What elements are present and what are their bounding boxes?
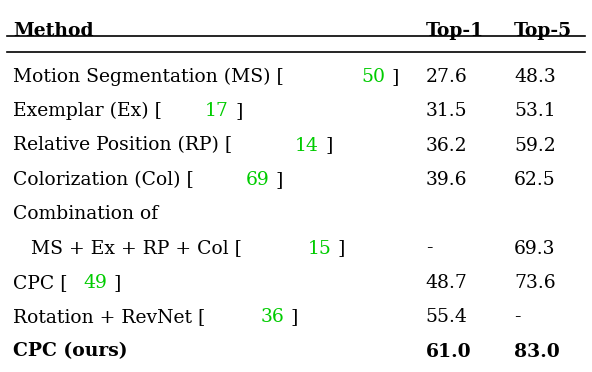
Text: 83.0: 83.0 [514,343,560,360]
Text: 48.3: 48.3 [514,68,556,86]
Text: 17: 17 [204,102,229,120]
Text: 55.4: 55.4 [426,308,468,326]
Text: 14: 14 [295,137,318,154]
Text: Top-5: Top-5 [514,22,572,40]
Text: ]: ] [235,102,243,120]
Text: Colorization (Col) [: Colorization (Col) [ [13,171,194,189]
Text: Rotation + RevNet [: Rotation + RevNet [ [13,308,205,326]
Text: ]: ] [326,137,333,154]
Text: Combination of: Combination of [13,205,158,223]
Text: Motion Segmentation (MS) [: Motion Segmentation (MS) [ [13,68,284,86]
Text: 69.3: 69.3 [514,240,555,257]
Text: 53.1: 53.1 [514,102,556,120]
Text: 15: 15 [307,240,331,257]
Text: ]: ] [392,68,399,86]
Text: Top-1: Top-1 [426,22,484,40]
Text: 49: 49 [83,274,107,292]
Text: ]: ] [276,171,284,189]
Text: 62.5: 62.5 [514,171,556,189]
Text: 69: 69 [246,171,269,189]
Text: 48.7: 48.7 [426,274,468,292]
Text: 36.2: 36.2 [426,137,467,154]
Text: 27.6: 27.6 [426,68,467,86]
Text: 59.2: 59.2 [514,137,556,154]
Text: 61.0: 61.0 [426,343,471,360]
Text: 73.6: 73.6 [514,274,556,292]
Text: MS + Ex + RP + Col [: MS + Ex + RP + Col [ [13,240,242,257]
Text: -: - [426,240,432,257]
Text: 50: 50 [361,68,385,86]
Text: ]: ] [291,308,298,326]
Text: CPC [: CPC [ [13,274,68,292]
Text: 36: 36 [260,308,284,326]
Text: ]: ] [338,240,345,257]
Text: Exemplar (Ex) [: Exemplar (Ex) [ [13,102,162,121]
Text: Relative Position (RP) [: Relative Position (RP) [ [13,137,233,154]
Text: Method: Method [13,22,94,40]
Text: CPC (ours): CPC (ours) [13,343,128,360]
Text: 39.6: 39.6 [426,171,467,189]
Text: ]: ] [114,274,121,292]
Text: 31.5: 31.5 [426,102,467,120]
Text: -: - [514,308,520,326]
